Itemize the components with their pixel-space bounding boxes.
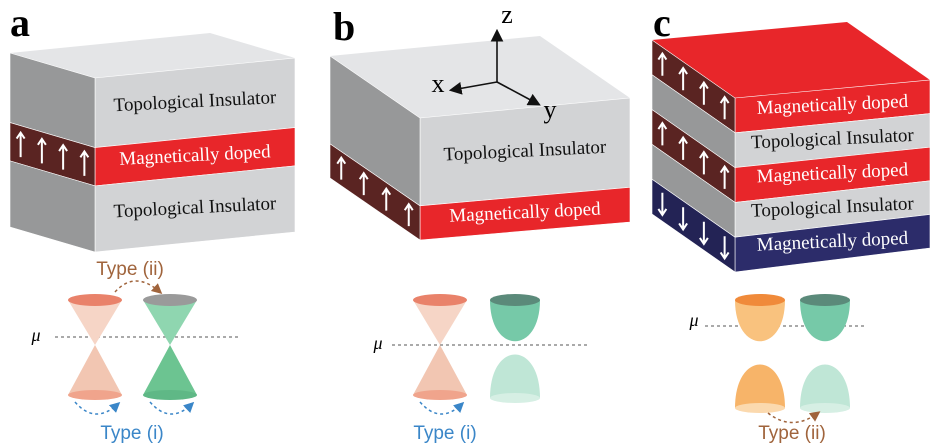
type-label: Type (i) [413,423,476,444]
band-dome [800,365,850,409]
band-diagram [705,294,865,423]
cone [68,345,122,395]
cone [143,345,197,395]
cone [413,300,467,345]
dome-bottom [735,403,785,413]
band-dome [735,365,785,409]
transition-arrow [75,402,118,414]
band-bowl [490,300,540,341]
type-label: Type (i) [100,423,163,444]
axis-label: z [501,0,513,29]
cone [143,300,197,345]
band-dome [490,355,540,399]
cone-top [413,294,467,306]
type-label: Type (ii) [758,423,826,444]
bowl-top [800,294,850,306]
panel-label: b [333,4,355,49]
cone [413,345,467,395]
cone-top [68,294,122,306]
type-label: Type (ii) [96,259,164,280]
cone-top [143,294,197,306]
panel-label: a [10,0,30,45]
mu-label: μ [372,333,382,353]
transition-arrow [768,413,818,423]
transition-arrow [115,281,160,292]
transition-arrow [420,402,462,414]
bowl-top [490,294,540,306]
axis-label: y [544,95,557,124]
dome-bottom [490,393,540,403]
dome-bottom [800,403,850,413]
band-bowl [735,300,785,341]
band-diagram [392,294,590,414]
figure: a b c Topological InsulatorMagnetically … [0,0,944,448]
bowl-top [735,294,785,306]
axis-label: x [432,69,445,98]
cone-bottom [143,390,197,400]
mu-label: μ [30,325,40,345]
transition-arrow [150,402,192,414]
mu-label: μ [688,310,698,330]
cone-bottom [68,390,122,400]
band-bowl [800,300,850,341]
cone [68,300,122,345]
panel-label: c [653,0,671,45]
cone-bottom [413,390,467,400]
band-diagram [55,281,240,414]
